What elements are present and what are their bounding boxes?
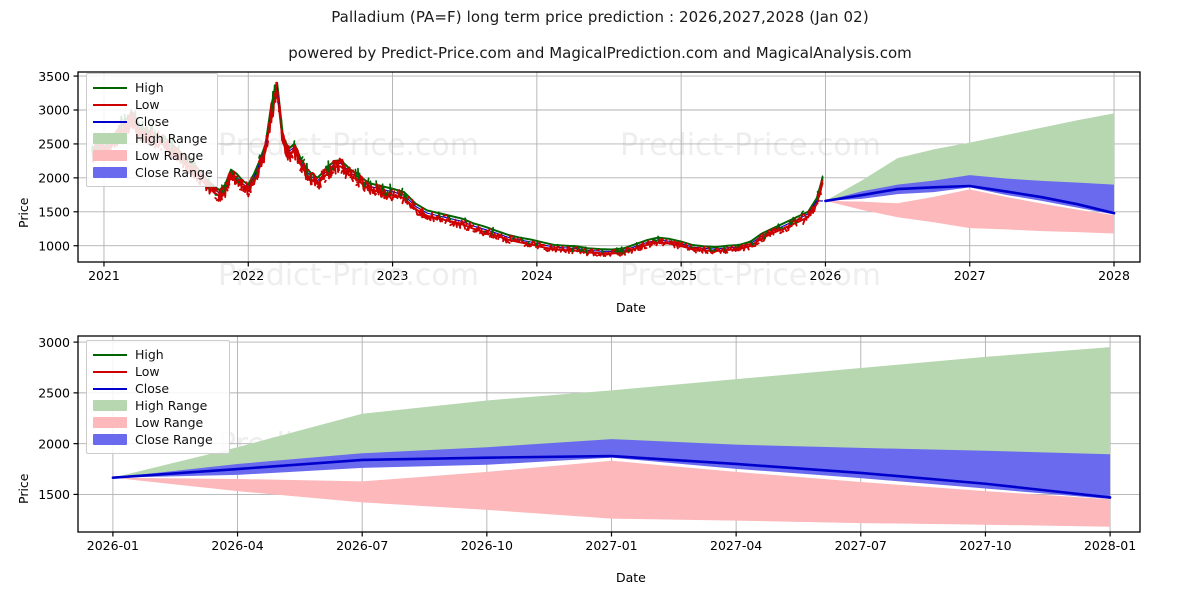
top-forecast-close-line: [824, 184, 1116, 215]
bottom-legend-swatch-patch-icon: [93, 434, 127, 445]
top-legend-label: Close: [135, 113, 170, 129]
bottom-x-tick-label: 2027-01: [585, 538, 637, 553]
top-high-range-band: [825, 113, 1115, 201]
figure-title: Palladium (PA=F) long term price predict…: [331, 8, 869, 26]
top-legend-swatch-line-icon: [93, 99, 127, 111]
bottom-legend-label: High Range: [135, 397, 208, 413]
bottom-chart-plot: Predict-Price.comPredict-Price.com150020…: [38, 335, 1141, 553]
top-y-tick-label: 3500: [38, 69, 70, 84]
bottom-forecast-close-line: [111, 454, 1112, 499]
top-x-axis-label: Date: [616, 300, 646, 315]
top-x-tick-label: 2021: [88, 268, 120, 283]
top-legend-swatch-line-icon: [93, 82, 127, 94]
bottom-legend-item-low-range: Low Range: [93, 414, 221, 431]
top-chart-plot: Predict-Price.com Predict-Price.com Predic…: [38, 69, 1141, 293]
bottom-y-tick-label: 1500: [38, 487, 70, 502]
top-legend-swatch-line-icon: [93, 116, 127, 128]
bottom-legend-label: Low: [135, 363, 160, 379]
top-y-tick-label: 2500: [38, 137, 70, 152]
top-x-tick-label: 2028: [1098, 268, 1130, 283]
top-watermark: Predict-Price.com: [620, 128, 881, 163]
top-legend-item-close: Close: [93, 113, 209, 130]
top-y-tick-label: 1000: [38, 238, 70, 253]
bottom-legend-item-close-range: Close Range: [93, 431, 221, 448]
top-legend-item-close-range: Close Range: [93, 164, 213, 181]
top-x-tick-label: 2027: [954, 268, 986, 283]
top-axis-frame: [77, 71, 1141, 263]
bottom-x-tick-label: 2026-04: [211, 538, 263, 553]
top-legend-item-low: Low: [93, 96, 209, 113]
bottom-x-axis-label: Date: [616, 570, 646, 585]
bottom-y-tick-label: 2000: [38, 436, 70, 451]
bottom-y-axis-label: Price: [16, 473, 31, 505]
bottom-legend-swatch-patch-icon: [93, 400, 127, 411]
top-legend-label: Close Range: [135, 164, 213, 180]
bottom-chart-panel: Predict-Price.comPredict-Price.com150020…: [0, 326, 1200, 600]
bottom-close-range-band: [112, 439, 1111, 499]
top-watermark: Predict-Price.com: [218, 258, 479, 293]
bottom-x-tick-label: 2028-01: [1084, 538, 1136, 553]
bottom-legend-swatch-line-icon: [93, 383, 127, 395]
top-watermark: Predict-Price.com: [218, 128, 479, 163]
bottom-legend-label: Close: [135, 380, 170, 396]
top-legend-swatch-patch-icon: [93, 167, 127, 178]
top-x-tick-label: 2023: [377, 268, 409, 283]
top-legend-swatch-patch-icon: [93, 150, 127, 161]
bottom-x-tick-label: 2026-01: [87, 538, 139, 553]
bottom-legend-item-high: High: [93, 346, 221, 363]
top-y-tick-label: 2000: [38, 171, 70, 186]
top-low-range-band: [825, 189, 1115, 234]
bottom-legend-label: Low Range: [135, 414, 204, 430]
bottom-x-tick-label: 2027-04: [710, 538, 762, 553]
top-legend-swatch-patch-icon: [93, 133, 127, 144]
bottom-legend-item-close: Close: [93, 380, 221, 397]
bottom-x-tick-label: 2026-07: [336, 538, 388, 553]
top-watermark: Predict-Price.com: [620, 258, 881, 293]
top-legend-label: High: [135, 79, 164, 95]
bottom-y-tick-label: 2500: [38, 386, 70, 401]
top-y-axis-label: Price: [16, 197, 31, 229]
top-y-tick-label: 3000: [38, 103, 70, 118]
bottom-legend-label: Close Range: [135, 431, 213, 447]
bottom-legend-swatch-line-icon: [93, 349, 127, 361]
bottom-x-tick-label: 2026-10: [461, 538, 513, 553]
top-x-tick-label: 2025: [665, 268, 697, 283]
top-y-tick-label: 1500: [38, 204, 70, 219]
bottom-y-tick-label: 3000: [38, 335, 70, 350]
top-legend-label: Low Range: [135, 147, 204, 163]
top-x-tick-label: 2022: [232, 268, 264, 283]
top-x-tick-label: 2026: [810, 268, 842, 283]
bottom-axis-frame: [77, 335, 1141, 533]
top-legend-label: High Range: [135, 130, 208, 146]
top-chart-panel: Predict-Price.com Predict-Price.com Predic…: [0, 60, 1200, 320]
bottom-chart-legend: High Low Close High Range Low Range Close Ran…: [86, 340, 230, 454]
top-legend-label: Low: [135, 96, 160, 112]
bottom-high-range-band: [112, 347, 1111, 478]
bottom-legend-swatch-patch-icon: [93, 417, 127, 428]
figure-subtitle: powered by Predict-Price.com and Magical…: [288, 44, 912, 62]
bottom-legend-swatch-line-icon: [93, 366, 127, 378]
bottom-legend-item-high-range: High Range: [93, 397, 221, 414]
bottom-x-tick-label: 2027-10: [959, 538, 1011, 553]
bottom-x-tick-label: 2027-07: [835, 538, 887, 553]
bottom-legend-item-low: Low: [93, 363, 221, 380]
bottom-legend-label: High: [135, 346, 164, 362]
top-x-tick-label: 2024: [521, 268, 553, 283]
top-legend-item-low-range: Low Range: [93, 147, 209, 164]
top-legend-item-high: High: [93, 79, 209, 96]
bottom-low-range-band: [112, 460, 1111, 527]
top-legend-item-high-range: High Range: [93, 130, 209, 147]
top-close-range-band: [825, 175, 1115, 215]
top-chart-legend: High Low Close High Range Low Range Close Ran…: [86, 73, 218, 187]
